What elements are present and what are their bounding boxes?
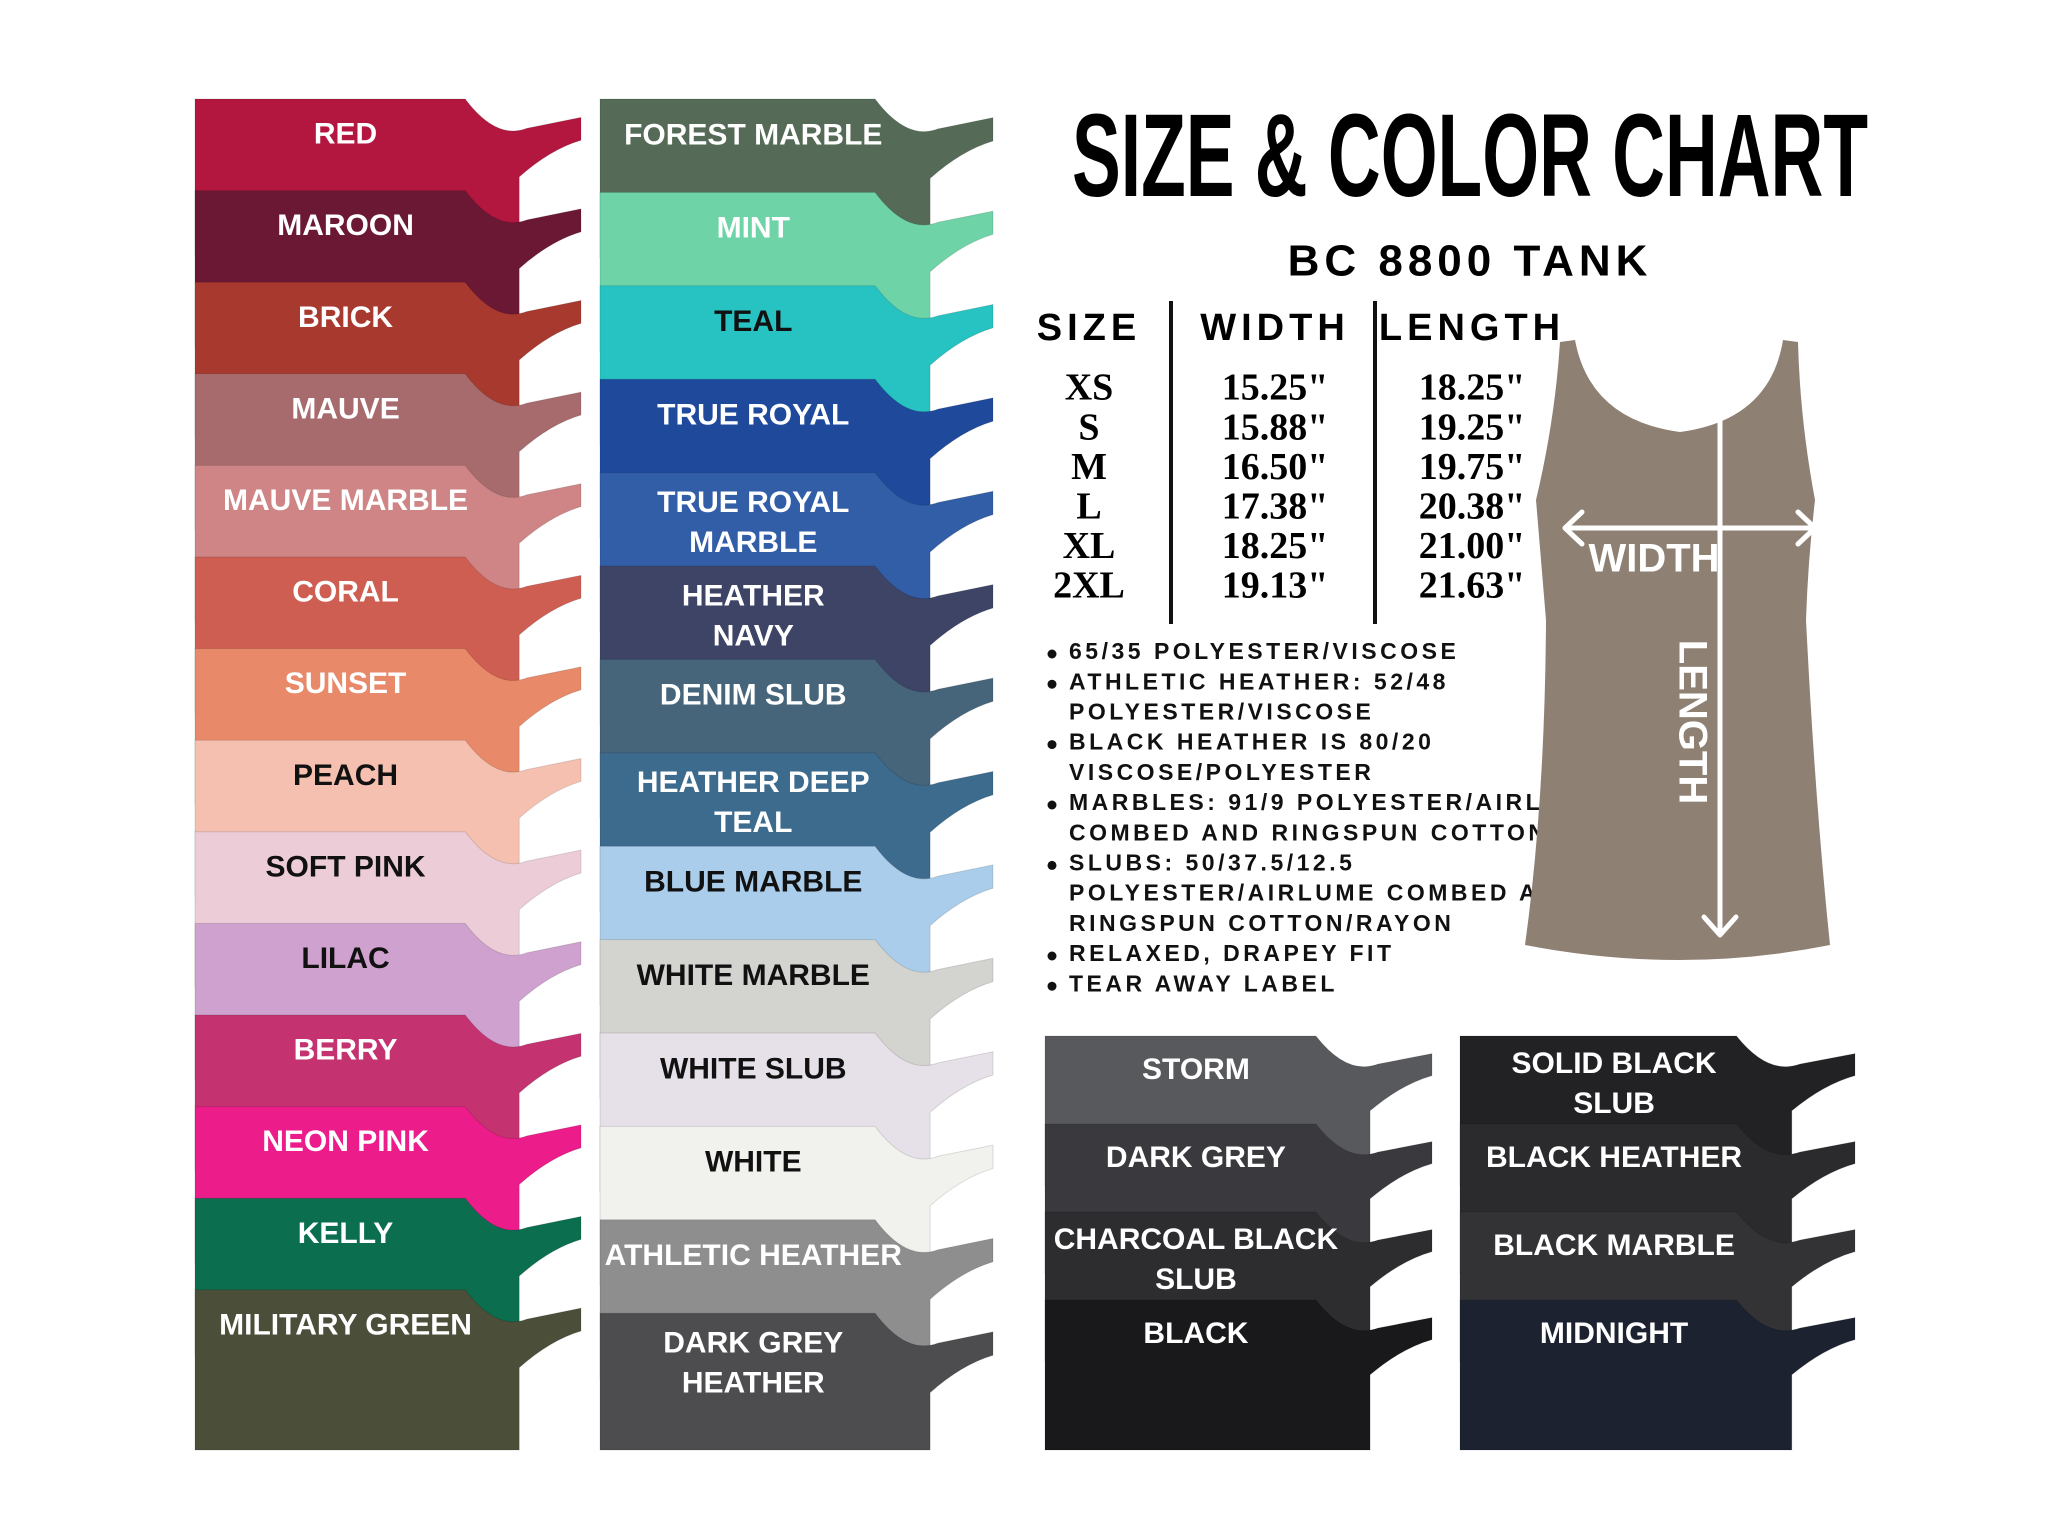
swatch-label: NEON PINK: [262, 1125, 429, 1158]
swatch-label: MINT: [717, 212, 790, 245]
swatch-label: WHITE MARBLE: [637, 959, 870, 992]
length-arrow: [1701, 379, 1739, 938]
swatch-label: SLUB: [1573, 1087, 1655, 1120]
swatch: [194, 1289, 582, 1451]
swatch-label: HEATHER: [682, 1366, 825, 1399]
swatch-label: CORAL: [292, 576, 399, 609]
swatch-label: SUNSET: [285, 667, 407, 700]
swatch-label: WHITE: [705, 1146, 802, 1179]
table-header: LENGTH: [1379, 307, 1565, 349]
swatch-label: MILITARY GREEN: [219, 1308, 472, 1341]
table-cell: M: [1071, 446, 1107, 488]
swatch-label: TRUE ROYAL: [657, 486, 849, 519]
bullet: [1047, 800, 1057, 810]
swatch-label: ATHLETIC HEATHER: [605, 1239, 903, 1272]
subtitle: BC 8800 TANK: [1288, 237, 1653, 286]
feature-text: RINGSPUN COTTON/RAYON: [1069, 910, 1454, 936]
table-cell: 21.63": [1419, 565, 1526, 607]
swatch-label: NAVY: [713, 619, 794, 652]
feature-text: VISCOSE/POLYESTER: [1069, 759, 1374, 785]
swatch-label: RED: [314, 118, 377, 151]
table-cell: 18.25": [1222, 525, 1329, 567]
swatch-label: BLACK HEATHER: [1486, 1141, 1742, 1174]
feature-text: ATHLETIC HEATHER: 52/48: [1069, 668, 1449, 694]
table-cell: 20.38": [1419, 486, 1526, 528]
swatch-label: TEAL: [714, 806, 792, 839]
table-cell: 16.50": [1222, 446, 1329, 488]
table-cell: XS: [1065, 367, 1114, 409]
swatch-label: TEAL: [714, 305, 792, 338]
feature-text: MARBLES: 91/9 POLYESTER/AIRLUME: [1069, 789, 1605, 815]
swatch-label: SOFT PINK: [266, 850, 426, 883]
bullet: [1047, 860, 1057, 870]
table-cell: 19.13": [1222, 565, 1329, 607]
swatch-label: LILAC: [301, 942, 389, 975]
width-label: WIDTH: [1588, 537, 1719, 581]
feature-text: TEAR AWAY LABEL: [1069, 970, 1338, 996]
swatch-label: STORM: [1142, 1053, 1250, 1086]
swatch-label: PEACH: [293, 759, 398, 792]
table-cell: 2XL: [1053, 565, 1125, 607]
swatch: [1459, 1299, 1856, 1451]
swatch-label: MAUVE MARBLE: [223, 484, 468, 517]
table-cell: 15.25": [1222, 367, 1329, 409]
bullet: [1047, 740, 1057, 750]
table-cell: 18.25": [1419, 367, 1526, 409]
swatch-label: MAUVE: [291, 392, 399, 425]
swatch-label: KELLY: [298, 1217, 394, 1250]
table-header: SIZE: [1037, 307, 1141, 349]
feature-text: RELAXED, DRAPEY FIT: [1069, 940, 1395, 966]
feature-text: POLYESTER/AIRLUME COMBED AND: [1069, 880, 1579, 906]
swatch-label: BRICK: [298, 301, 393, 334]
table-cell: XL: [1063, 525, 1116, 567]
swatch-label: BLUE MARBLE: [644, 865, 862, 898]
swatch-label: MARBLE: [689, 526, 817, 559]
table-cell: 19.75": [1419, 446, 1526, 488]
swatch-label: TRUE ROYAL: [657, 398, 849, 431]
swatch-label: DENIM SLUB: [660, 679, 847, 712]
title: SIZE & COLOR CHART: [1072, 90, 1868, 222]
table-cell: S: [1078, 406, 1099, 448]
swatch-label: BLACK: [1143, 1317, 1248, 1350]
swatch-label: WHITE SLUB: [660, 1052, 847, 1085]
swatch: [599, 1312, 994, 1451]
width-arrow: [1562, 509, 1818, 547]
feature-text: SLUBS: 50/37.5/12.5: [1069, 849, 1355, 875]
feature-text: 65/35 POLYESTER/VISCOSE: [1069, 638, 1459, 664]
swatch-label: DARK GREY: [663, 1326, 843, 1359]
table-cell: 17.38": [1222, 486, 1329, 528]
swatch-label: HEATHER DEEP: [637, 766, 870, 799]
swatch-label: CHARCOAL BLACK: [1054, 1223, 1339, 1256]
bullet: [1047, 679, 1057, 689]
feature-text: COMBED AND RINGSPUN COTTON: [1069, 819, 1548, 845]
swatch-label: DARK GREY: [1106, 1141, 1286, 1174]
table-cell: 15.88": [1222, 406, 1329, 448]
table-header: WIDTH: [1200, 307, 1350, 349]
swatch: [1044, 1299, 1433, 1451]
bullet: [1047, 649, 1057, 659]
swatch-label: HEATHER: [682, 579, 825, 612]
swatch-label: BLACK MARBLE: [1493, 1229, 1735, 1262]
swatch-label: FOREST MARBLE: [624, 118, 882, 151]
swatch-label: MIDNIGHT: [1540, 1317, 1688, 1350]
length-label: LENGTH: [1670, 640, 1714, 804]
feature-text: POLYESTER/VISCOSE: [1069, 698, 1374, 724]
swatch-label: BERRY: [294, 1034, 398, 1067]
table-cell: L: [1076, 486, 1101, 528]
swatch-label: SOLID BLACK: [1512, 1047, 1717, 1080]
bullet: [1047, 981, 1057, 991]
swatch-label: MAROON: [277, 209, 414, 242]
table-cell: 21.00": [1419, 525, 1526, 567]
bullet: [1047, 951, 1057, 961]
swatch-label: SLUB: [1155, 1263, 1237, 1296]
tank-figure: [1525, 340, 1830, 960]
feature-text: BLACK HEATHER IS 80/20: [1069, 729, 1434, 755]
table-cell: 19.25": [1419, 406, 1526, 448]
